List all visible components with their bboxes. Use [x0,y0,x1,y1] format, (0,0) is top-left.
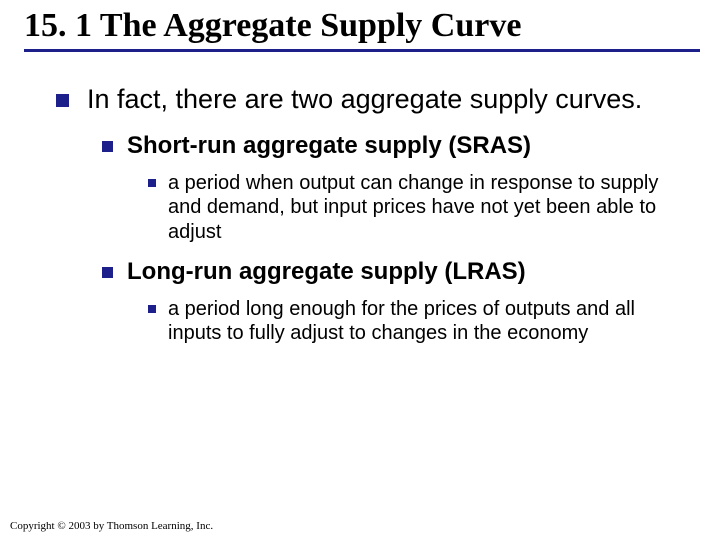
copyright-footer: Copyright © 2003 by Thomson Learning, In… [10,520,213,532]
content-area: In fact, there are two aggregate supply … [0,56,720,345]
bullet-level2: Long-run aggregate supply (LRAS) [102,258,680,287]
square-bullet-icon [148,305,156,313]
square-bullet-icon [56,94,69,107]
bullet-level2-text: Long-run aggregate supply (LRAS) [127,258,526,287]
slide-title: 15. 1 The Aggregate Supply Curve [24,6,700,45]
bullet-level3: a period long enough for the prices of o… [148,297,680,346]
slide: 15. 1 The Aggregate Supply Curve In fact… [0,0,720,540]
bullet-level3-text: a period when output can change in respo… [168,171,680,244]
square-bullet-icon [102,141,113,152]
bullet-level1-text: In fact, there are two aggregate supply … [87,84,642,116]
square-bullet-icon [102,267,113,278]
square-bullet-icon [148,179,156,187]
title-underline [24,49,700,52]
bullet-level2-text: Short-run aggregate supply (SRAS) [127,132,531,161]
bullet-level1: In fact, there are two aggregate supply … [56,84,680,116]
title-region: 15. 1 The Aggregate Supply Curve [0,0,720,56]
bullet-level3: a period when output can change in respo… [148,171,680,244]
bullet-level3-text: a period long enough for the prices of o… [168,297,680,346]
bullet-level2: Short-run aggregate supply (SRAS) [102,132,680,161]
